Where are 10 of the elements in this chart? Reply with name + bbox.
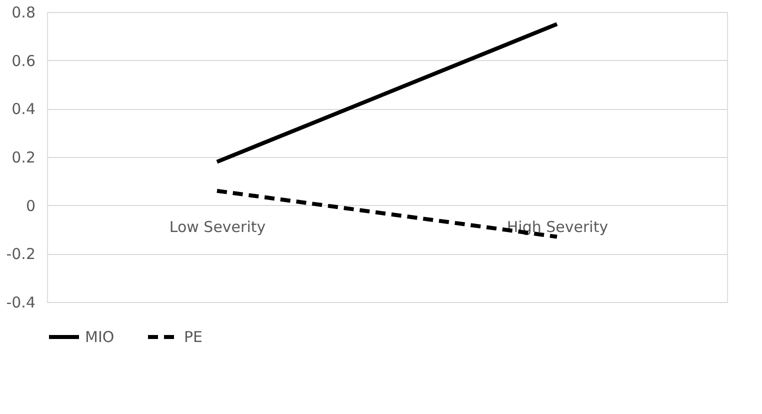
y-tick-label: 0.4	[12, 100, 36, 118]
y-tick-label: 0	[26, 196, 36, 215]
y-tick-label: -0.2	[6, 245, 36, 264]
legend-label: MIO	[85, 328, 114, 346]
y-tick-label: 0.2	[12, 148, 36, 166]
y-tick-label: 0.8	[12, 4, 36, 22]
legend-label: PE	[184, 328, 203, 346]
y-tick-label: -0.4	[6, 294, 36, 312]
y-tick-label: 0.6	[12, 52, 36, 70]
x-tick-label: Low Severity	[169, 218, 266, 236]
